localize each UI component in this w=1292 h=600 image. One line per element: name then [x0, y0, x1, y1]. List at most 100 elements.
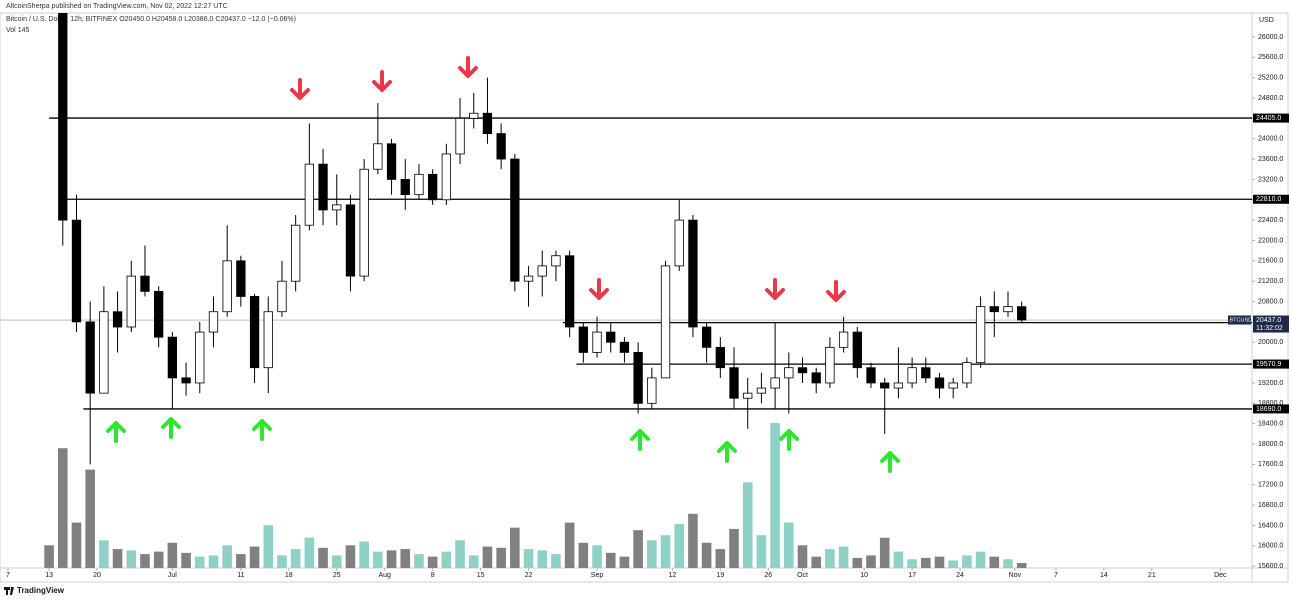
x-tick-label: Jul — [168, 572, 177, 579]
volume-bar — [263, 525, 274, 568]
candle-body — [893, 382, 904, 389]
footer-brand: TradingView — [17, 586, 65, 595]
up-arrow — [880, 451, 900, 473]
volume-bar — [414, 554, 424, 568]
volume-bar — [194, 556, 205, 568]
volume-bar — [523, 549, 534, 568]
candle-body — [578, 326, 588, 353]
ohlc-low: L20386.0 — [184, 16, 213, 23]
x-tick-label: 22 — [525, 572, 533, 579]
candle-body — [510, 158, 520, 282]
y-tick-label: 21200.0 — [1258, 278, 1283, 285]
up-arrow — [106, 421, 126, 443]
candle-body — [345, 204, 356, 277]
volume-bar — [852, 557, 863, 568]
up-arrow — [252, 419, 272, 441]
up-arrow — [630, 429, 650, 451]
candle-body — [647, 377, 657, 404]
up-arrow — [717, 441, 737, 463]
x-tick-label: 7 — [1054, 572, 1058, 579]
resistance-arrows — [290, 56, 846, 302]
candle-body — [386, 143, 397, 180]
candle-body — [962, 362, 972, 384]
down-arrow — [765, 278, 785, 300]
volume-bar — [742, 482, 753, 568]
volume-bar — [934, 556, 945, 568]
x-tick-label: 14 — [1100, 572, 1108, 579]
candle-body — [195, 331, 205, 384]
down-arrow — [372, 70, 392, 92]
candle-body — [619, 341, 630, 353]
y-tick-label: 17600.0 — [1258, 461, 1283, 468]
candle-body — [743, 392, 753, 399]
volume-bar — [277, 555, 287, 568]
candle-body — [523, 275, 534, 282]
candle-body — [236, 260, 246, 297]
volume-bar — [989, 556, 1000, 568]
candle-body — [592, 331, 602, 353]
up-arrow — [779, 429, 799, 451]
candle-body — [249, 296, 260, 369]
ohlc-change: −12.0 (−0.06%) — [248, 16, 296, 23]
volume-bar — [907, 559, 917, 568]
price-tag-label: 20437.0 — [1256, 317, 1281, 324]
candle-body — [660, 265, 671, 379]
candle-body — [99, 311, 109, 394]
volume-bar — [222, 545, 232, 568]
volume-bar — [962, 555, 972, 568]
candle-body — [332, 204, 342, 211]
candle-body — [921, 367, 931, 379]
candle-body — [304, 163, 315, 226]
volume-bar — [605, 552, 616, 568]
symbol-header: Bitcoin / U.S. Dollar, 12h, BITFINEX O20… — [6, 16, 296, 23]
x-tick-label: 19 — [716, 572, 724, 579]
candle-body — [222, 260, 232, 313]
volume-bar — [249, 546, 260, 568]
footer-logo: TradingView — [4, 586, 65, 595]
volume-bar — [797, 545, 808, 568]
candle-body — [496, 133, 506, 160]
volume-bar — [359, 541, 369, 568]
volume-bar — [756, 535, 767, 568]
volume-bar — [879, 537, 890, 568]
volume-bar — [44, 545, 54, 568]
volume-bar — [551, 554, 561, 568]
level-tag — [1253, 113, 1289, 123]
volume-bar — [688, 513, 698, 568]
volume-bar — [729, 528, 739, 568]
x-tick-label: 11 — [237, 572, 244, 579]
volume-bar — [701, 542, 712, 568]
ohlc-high: H20458.0 — [152, 16, 182, 23]
candle-body — [277, 280, 287, 313]
candle-body — [989, 306, 999, 313]
down-arrow — [458, 56, 478, 78]
published-note: AltcoinSherpa published on TradingView.c… — [6, 3, 228, 10]
volume-bar — [578, 542, 589, 568]
candle-body — [564, 255, 575, 328]
volume-bar — [386, 550, 397, 568]
x-tick-label: 15 — [477, 572, 485, 579]
volume-bar — [975, 551, 986, 568]
y-tick-label: 24000.0 — [1258, 136, 1283, 143]
candle-body — [318, 163, 328, 211]
down-arrow — [290, 78, 310, 100]
volume-bar — [784, 522, 794, 568]
candle-body — [633, 352, 643, 404]
volume-bar — [619, 556, 630, 568]
down-arrow — [589, 278, 609, 300]
volume-bar — [400, 549, 411, 568]
candle-body — [455, 117, 465, 155]
candle-body — [838, 331, 849, 348]
y-tick-label: 19200.0 — [1258, 380, 1283, 387]
x-tick-label: 21 — [1148, 572, 1156, 579]
candle-body — [551, 255, 561, 267]
ohlc-open: O20450.0 — [119, 16, 150, 23]
annotations — [106, 56, 900, 473]
candle-body — [975, 306, 986, 364]
up-arrow — [161, 417, 181, 439]
y-tick-label: 25200.0 — [1258, 74, 1283, 81]
level-tag — [1253, 404, 1289, 414]
candle-body — [729, 367, 739, 399]
volume-bar — [304, 537, 315, 568]
